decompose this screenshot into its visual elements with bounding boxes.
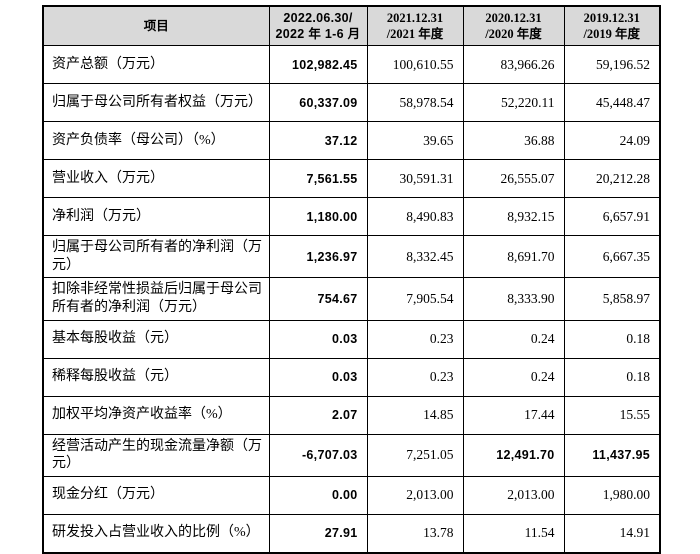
header-period-3-line2: /2020 年度: [485, 27, 542, 41]
header-period-2-line1: 2021.12.31: [386, 11, 444, 25]
value-cell: 0.24: [462, 319, 565, 359]
value-cell: -6,707.03: [268, 433, 368, 477]
header-period-3: 2020.12.31/2020 年度: [462, 5, 565, 46]
table-header: 项目 2022.06.30/2022 年 1-6 月 2021.12.31/202…: [42, 5, 661, 46]
row-label: 营业收入（万元）: [42, 159, 270, 198]
value-cell: 0.03: [268, 357, 368, 397]
header-period-4-line1: 2019.12.31: [583, 11, 640, 25]
header-item-label: 项目: [42, 5, 270, 46]
table-row: 稀释每股收益（元） 0.03 0.23 0.24 0.18: [42, 357, 661, 397]
value-cell: 8,332.45: [366, 234, 464, 279]
row-label: 稀释每股收益（元）: [42, 357, 270, 397]
value-cell: 8,490.83: [366, 197, 464, 236]
value-cell: 12,491.70: [462, 433, 565, 477]
value-cell: 8,691.70: [462, 234, 565, 279]
value-cell: 39.65: [366, 121, 464, 160]
table-row: 资产负债率（母公司）（%） 37.12 39.65 36.88 24.09: [42, 121, 661, 160]
value-cell: 26,555.07: [462, 159, 565, 198]
header-period-1: 2022.06.30/2022 年 1-6 月: [268, 5, 368, 46]
value-cell: 36.88: [462, 121, 565, 160]
header-period-3-line1: 2020.12.31: [485, 11, 542, 25]
header-row: 项目 2022.06.30/2022 年 1-6 月 2021.12.31/202…: [42, 5, 661, 46]
row-label: 归属于母公司所有者的净利润（万元）: [42, 234, 270, 279]
page: { "table": { "header": { "item_label": "…: [42, 5, 661, 554]
value-cell: 15.55: [563, 395, 661, 435]
value-cell: 24.09: [563, 121, 661, 160]
header-period-4: 2019.12.31/2019 年度: [563, 5, 661, 46]
value-cell: 1,980.00: [563, 475, 661, 515]
row-label: 资产总额（万元）: [42, 45, 270, 84]
value-cell: 0.23: [366, 319, 464, 359]
table-row: 营业收入（万元） 7,561.55 30,591.31 26,555.07 20,212…: [42, 159, 661, 198]
value-cell: 754.67: [268, 277, 368, 321]
value-cell: 52,220.11: [462, 83, 565, 122]
financial-summary-table: 项目 2022.06.30/2022 年 1-6 月 2021.12.31/202…: [42, 5, 661, 554]
row-label: 归属于母公司所有者权益（万元）: [42, 83, 270, 122]
value-cell: 27.91: [268, 513, 368, 554]
value-cell: 14.91: [563, 513, 661, 554]
table-body: 资产总额（万元） 102,982.45 100,610.55 83,966.26 59,…: [42, 45, 661, 554]
value-cell: 1,236.97: [268, 234, 368, 279]
value-cell: 13.78: [366, 513, 464, 554]
row-label: 加权平均净资产收益率（%）: [42, 395, 270, 435]
header-period-4-line2: /2019 年度: [583, 27, 641, 41]
value-cell: 17.44: [462, 395, 565, 435]
value-cell: 11.54: [462, 513, 565, 554]
value-cell: 8,333.90: [462, 277, 565, 321]
table-row: 研发投入占营业收入的比例（%） 27.91 13.78 11.54 14.91: [42, 513, 661, 554]
row-label: 净利润（万元）: [42, 197, 270, 236]
value-cell: 0.00: [268, 475, 368, 515]
value-cell: 2,013.00: [462, 475, 565, 515]
table-row: 基本每股收益（元） 0.03 0.23 0.24 0.18: [42, 319, 661, 359]
table-row: 资产总额（万元） 102,982.45 100,610.55 83,966.26 59,…: [42, 45, 661, 84]
value-cell: 83,966.26: [462, 45, 565, 84]
table-row: 经营活动产生的现金流量净额（万元） -6,707.03 7,251.05 12,491…: [42, 433, 661, 477]
row-label: 研发投入占营业收入的比例（%）: [42, 513, 270, 554]
table-row: 归属于母公司所有者的净利润（万元） 1,236.97 8,332.45 8,691.7…: [42, 234, 661, 279]
value-cell: 6,667.35: [563, 234, 661, 279]
row-label: 资产负债率（母公司）（%）: [42, 121, 270, 160]
value-cell: 100,610.55: [366, 45, 464, 84]
row-label: 基本每股收益（元）: [42, 319, 270, 359]
value-cell: 7,251.05: [366, 433, 464, 477]
table-row: 扣除非经常性损益后归属于母公司所有者的净利润（万元） 754.67 7,905.54…: [42, 277, 661, 321]
row-label: 经营活动产生的现金流量净额（万元）: [42, 433, 270, 477]
value-cell: 11,437.95: [563, 433, 661, 477]
value-cell: 2,013.00: [366, 475, 464, 515]
value-cell: 45,448.47: [563, 83, 661, 122]
header-period-1-line1: 2022.06.30/: [283, 11, 353, 25]
value-cell: 5,858.97: [563, 277, 661, 321]
value-cell: 1,180.00: [268, 197, 368, 236]
value-cell: 0.18: [563, 319, 661, 359]
row-label: 现金分红（万元）: [42, 475, 270, 515]
value-cell: 30,591.31: [366, 159, 464, 198]
value-cell: 20,212.28: [563, 159, 661, 198]
header-period-1-line2: 2022 年 1-6 月: [275, 27, 361, 41]
row-label: 扣除非经常性损益后归属于母公司所有者的净利润（万元）: [42, 277, 270, 321]
table-row: 归属于母公司所有者权益（万元） 60,337.09 58,978.54 52,220.…: [42, 83, 661, 122]
value-cell: 0.18: [563, 357, 661, 397]
value-cell: 7,561.55: [268, 159, 368, 198]
value-cell: 0.03: [268, 319, 368, 359]
value-cell: 14.85: [366, 395, 464, 435]
value-cell: 7,905.54: [366, 277, 464, 321]
value-cell: 102,982.45: [268, 45, 368, 84]
value-cell: 58,978.54: [366, 83, 464, 122]
table-row: 加权平均净资产收益率（%） 2.07 14.85 17.44 15.55: [42, 395, 661, 435]
financial-summary-table-container: 项目 2022.06.30/2022 年 1-6 月 2021.12.31/202…: [42, 5, 661, 554]
value-cell: 8,932.15: [462, 197, 565, 236]
value-cell: 37.12: [268, 121, 368, 160]
header-period-2: 2021.12.31/2021 年度: [366, 5, 464, 46]
value-cell: 6,657.91: [563, 197, 661, 236]
value-cell: 59,196.52: [563, 45, 661, 84]
value-cell: 0.23: [366, 357, 464, 397]
header-period-2-line2: /2021 年度: [386, 27, 444, 41]
table-row: 净利润（万元） 1,180.00 8,490.83 8,932.15 6,657.91: [42, 197, 661, 236]
value-cell: 60,337.09: [268, 83, 368, 122]
table-row: 现金分红（万元） 0.00 2,013.00 2,013.00 1,980.00: [42, 475, 661, 515]
value-cell: 0.24: [462, 357, 565, 397]
value-cell: 2.07: [268, 395, 368, 435]
